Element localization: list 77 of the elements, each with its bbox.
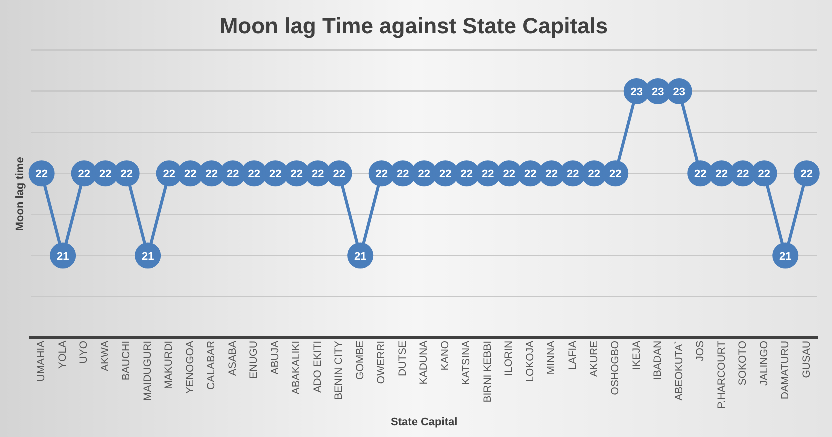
- data-label: 22: [206, 168, 218, 181]
- data-label: 23: [673, 86, 686, 99]
- x-axis-title: State Capital: [391, 416, 458, 428]
- x-tick-label: UYO: [78, 340, 90, 364]
- x-tick-label: AKURE: [588, 340, 600, 378]
- x-tick-label: SOKOTO: [737, 340, 750, 386]
- x-tick-label: UMAHIA: [36, 340, 48, 382]
- x-tick-label: IBADAN: [652, 340, 664, 380]
- data-label: 22: [716, 168, 728, 181]
- x-tick-label: ABUJA: [269, 340, 282, 375]
- x-tick-label: BAUCHI: [120, 340, 133, 381]
- x-tick-label: IKEJA: [630, 340, 643, 370]
- x-tick-label: JOS: [694, 340, 707, 362]
- data-label: 22: [36, 168, 48, 181]
- data-label: 22: [163, 168, 176, 181]
- data-label: 22: [99, 168, 112, 181]
- data-label: 22: [758, 168, 770, 181]
- data-label: 22: [800, 168, 813, 181]
- data-label: 22: [524, 168, 537, 181]
- x-tick-label: BIRNI KEBBI: [482, 340, 494, 403]
- x-tick-label: DAMATURU: [780, 340, 792, 400]
- x-tick-label: ADO EKITI: [312, 340, 324, 393]
- x-tick-label: KATSINA: [460, 340, 473, 386]
- x-tick-label: DUTSE: [396, 340, 409, 377]
- data-label: 22: [418, 168, 430, 181]
- data-label: 22: [248, 168, 260, 181]
- data-label: 22: [566, 168, 580, 181]
- data-label: 22: [269, 168, 282, 181]
- x-tick-label: ENUGU: [248, 340, 260, 379]
- data-label: 22: [546, 168, 558, 181]
- x-tick-label: BENIN CITY: [333, 340, 346, 400]
- x-tick-label: OWERRI: [376, 340, 388, 384]
- data-label: 22: [460, 168, 473, 181]
- x-tick-label: P.HARCOURT: [716, 340, 728, 409]
- data-label: 22: [396, 168, 410, 181]
- data-label: 22: [609, 168, 622, 181]
- data-label: 21: [56, 250, 70, 263]
- x-tick-label: YENOGOA: [184, 340, 196, 394]
- x-tick-label: LOKOJA: [524, 340, 536, 382]
- data-label: 22: [694, 168, 707, 181]
- chart-title: Moon lag Time against State Capitals: [220, 13, 608, 38]
- x-tick-label: MAKURDI: [163, 340, 176, 390]
- y-axis-title: Moon lag time: [14, 157, 27, 232]
- data-label: 23: [630, 86, 643, 99]
- data-label: 21: [354, 250, 367, 263]
- x-tick-label: AKWA: [99, 340, 112, 372]
- data-label: 21: [780, 250, 792, 263]
- data-label: 23: [652, 86, 664, 99]
- x-tick-label: ABAKALIKI: [290, 340, 303, 395]
- data-label: 22: [503, 168, 516, 181]
- data-label: 22: [290, 168, 303, 181]
- x-tick-label: GUSAU: [800, 340, 813, 378]
- data-label: 22: [376, 168, 388, 181]
- x-tick-label: KANO: [439, 340, 452, 371]
- data-label: 21: [142, 250, 154, 263]
- x-tick-label: CALABAR: [206, 340, 218, 390]
- x-tick-label: ASABA: [226, 340, 239, 376]
- data-label: 22: [78, 168, 90, 181]
- x-tick-label: GOMBE: [354, 340, 366, 380]
- x-tick-label: ABEOKUTA`: [673, 340, 686, 401]
- data-label: 22: [184, 168, 197, 181]
- data-label: 22: [333, 168, 346, 181]
- x-tick-label: OSHOGBO: [610, 340, 622, 396]
- data-label: 22: [588, 168, 600, 181]
- data-label: 22: [226, 168, 240, 181]
- data-label: 22: [482, 168, 494, 181]
- x-tick-label: ILORIN: [503, 340, 516, 376]
- x-tick-label: JALINGO: [758, 340, 770, 386]
- x-tick-label: LAFIA: [567, 340, 579, 370]
- data-label: 22: [736, 168, 750, 181]
- x-tick-label: MAIDUGURI: [142, 340, 154, 402]
- data-label: 22: [312, 168, 324, 181]
- data-label: 22: [439, 168, 452, 181]
- x-tick-label: KADUNA: [418, 340, 430, 385]
- x-tick-label: MINNA: [546, 340, 558, 375]
- data-label: 22: [120, 168, 133, 181]
- x-tick-label: YOLA: [56, 340, 69, 369]
